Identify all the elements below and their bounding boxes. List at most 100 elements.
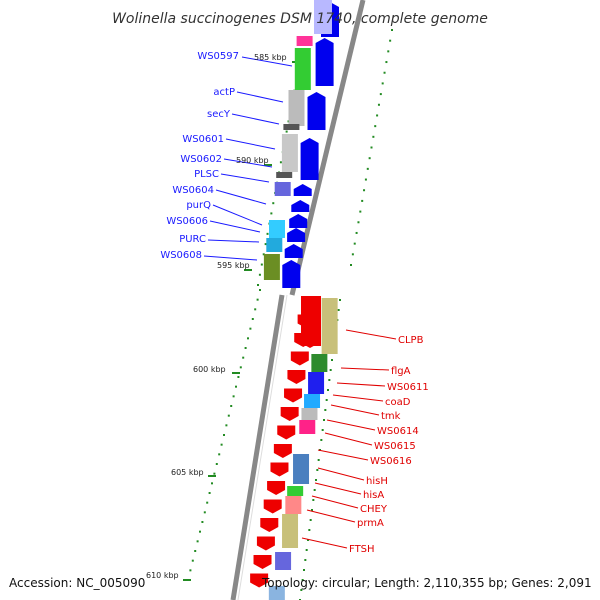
gene-label: prmA [357, 518, 384, 529]
tick-mark [189, 569, 192, 572]
connector-line [324, 432, 373, 446]
gene-arrow [290, 351, 309, 366]
gene-label: WS0616 [370, 456, 412, 467]
tick-mark [317, 459, 320, 461]
gene-arrow [284, 244, 303, 258]
gene-features [250, 0, 339, 600]
connector-line [241, 56, 293, 67]
gene-block [268, 586, 285, 600]
tick-mark [363, 189, 366, 192]
lower-gene-labels: CLPB flgA WS0611 coaD tmk WS0614 WS0615 … [349, 335, 429, 555]
position-label: 585 kbp [254, 53, 287, 62]
gene-label: WS0614 [377, 426, 419, 437]
tick-mark [225, 424, 228, 427]
gene-arrow [289, 214, 308, 228]
position-label: 610 kbp [146, 571, 179, 580]
tick-mark [383, 71, 386, 74]
position-label: 600 kbp [193, 365, 226, 374]
major-tick [244, 269, 252, 271]
gene-block [288, 90, 305, 126]
connector-line [236, 91, 284, 103]
accession-text: Accession: NC_005090 [9, 576, 145, 590]
gene-block [285, 496, 302, 514]
gene-arrow [315, 38, 334, 86]
tick-mark [366, 167, 369, 170]
gene-block [287, 486, 304, 496]
gene-label: WS0604 [172, 185, 214, 196]
position-label: 595 kbp [217, 261, 250, 270]
tick-mark [194, 550, 197, 552]
gene-block [303, 296, 321, 346]
gene-block [314, 0, 332, 34]
gene-block [266, 238, 283, 252]
gene-arrow [267, 481, 286, 495]
tick-mark [309, 519, 312, 521]
connector-line [332, 394, 384, 402]
tick-mark [359, 210, 362, 213]
tick-mark [377, 103, 380, 106]
tick-mark [381, 82, 384, 85]
tick-mark [316, 469, 319, 471]
gene-label: WS0602 [180, 154, 222, 165]
tick-mark [372, 135, 375, 138]
gene-label: PLSC [194, 169, 219, 180]
tick-mark [237, 376, 240, 378]
gene-label: WS0597 [197, 51, 239, 62]
gene-block [274, 182, 291, 196]
connector-line [314, 482, 362, 495]
tick-mark [247, 337, 249, 340]
gene-arrow [270, 462, 289, 477]
tick-mark [303, 569, 305, 571]
tick-mark [308, 529, 311, 531]
tick-mark [201, 521, 204, 523]
tick-mark [242, 356, 245, 359]
tick-mark [232, 395, 235, 398]
tick-mark [374, 125, 377, 128]
gene-label: CHEY [360, 504, 388, 515]
gene-block [299, 420, 316, 434]
backbone [230, 0, 366, 600]
connector-line [340, 367, 390, 371]
tick-mark [208, 492, 211, 494]
tick-mark [218, 453, 221, 456]
gene-block [293, 454, 310, 484]
tick-mark [313, 489, 316, 491]
gene-label: hisH [366, 476, 388, 487]
tick-mark [213, 472, 216, 475]
gene-arrow [307, 92, 326, 130]
tick-mark [305, 549, 308, 551]
gene-arrow [277, 425, 296, 440]
tick-mark [323, 419, 325, 421]
tick-mark [331, 359, 333, 361]
tick-mark [370, 146, 373, 149]
tick-mark [328, 379, 331, 381]
gene-label: WS0601 [182, 134, 224, 145]
gene-block [263, 254, 280, 280]
tick-mark [199, 530, 201, 533]
tick-mark [391, 29, 393, 31]
connector-line [317, 449, 369, 461]
tick-mark [312, 499, 315, 501]
tick-mark [301, 579, 304, 581]
gene-arrow [287, 228, 306, 242]
position-label: 590 kbp [236, 156, 269, 165]
tick-mark [244, 347, 247, 349]
tick-mark [270, 212, 273, 215]
tick-mark [353, 242, 356, 245]
position-labels: 585 kbp 590 kbp 595 kbp 600 kbp 605 kbp … [146, 53, 287, 580]
gene-arrow [300, 138, 319, 180]
major-tick [208, 475, 216, 477]
connector-line [225, 138, 276, 150]
gene-block [281, 134, 298, 172]
connector-line [223, 158, 273, 168]
tick-mark [321, 429, 324, 431]
tick-mark [206, 501, 209, 504]
gene-label: actP [213, 87, 235, 98]
tick-mark [258, 273, 261, 276]
tick-mark [196, 540, 199, 543]
tick-mark [285, 130, 288, 133]
tick-mark [259, 289, 261, 291]
tick-mark [230, 405, 233, 407]
tick-mark [249, 327, 252, 330]
gene-block [283, 124, 300, 130]
